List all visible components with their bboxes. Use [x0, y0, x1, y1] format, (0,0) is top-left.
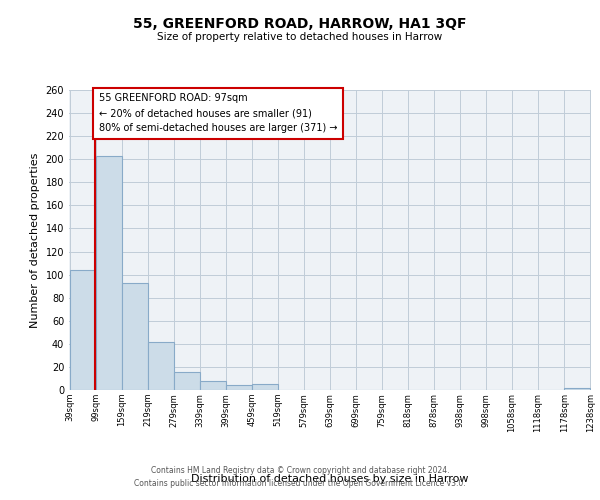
- Bar: [200, 381, 226, 390]
- X-axis label: Distribution of detached houses by size in Harrow: Distribution of detached houses by size …: [191, 474, 469, 484]
- Bar: [564, 388, 590, 390]
- Bar: [122, 282, 148, 390]
- Text: 55, GREENFORD ROAD, HARROW, HA1 3QF: 55, GREENFORD ROAD, HARROW, HA1 3QF: [133, 18, 467, 32]
- Text: Size of property relative to detached houses in Harrow: Size of property relative to detached ho…: [157, 32, 443, 42]
- Bar: [226, 386, 252, 390]
- Bar: [174, 372, 200, 390]
- Y-axis label: Number of detached properties: Number of detached properties: [30, 152, 40, 328]
- Bar: [148, 342, 174, 390]
- Bar: [252, 384, 278, 390]
- Bar: [70, 270, 96, 390]
- Text: Contains HM Land Registry data © Crown copyright and database right 2024.
Contai: Contains HM Land Registry data © Crown c…: [134, 466, 466, 487]
- Text: 55 GREENFORD ROAD: 97sqm
← 20% of detached houses are smaller (91)
80% of semi-d: 55 GREENFORD ROAD: 97sqm ← 20% of detach…: [98, 94, 337, 133]
- Bar: [96, 156, 122, 390]
